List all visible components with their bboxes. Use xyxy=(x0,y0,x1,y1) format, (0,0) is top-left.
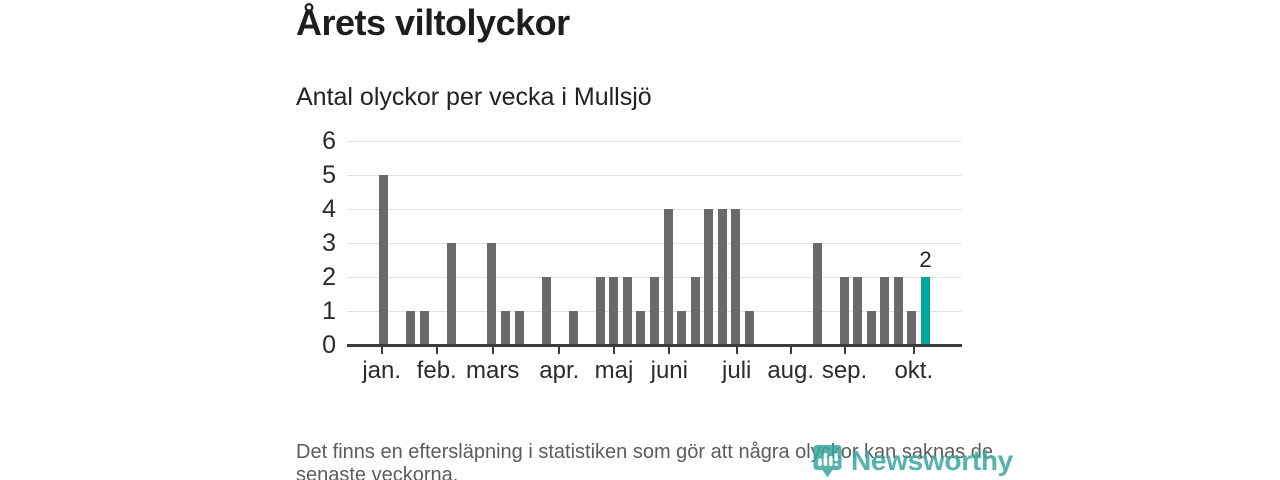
bar-week xyxy=(446,243,456,345)
gridline-y4 xyxy=(347,209,962,210)
bar-week xyxy=(609,277,619,345)
bar-week xyxy=(379,175,388,345)
chart-subtitle: Antal olyckor per vecka i Mullsjö xyxy=(296,83,652,111)
bar-week xyxy=(406,311,416,345)
y-tick-label-0: 0 xyxy=(322,331,336,359)
x-tick-label-feb: feb. xyxy=(416,357,457,384)
bar-week xyxy=(907,311,917,345)
bar-week xyxy=(744,311,754,345)
bar-week xyxy=(541,277,551,345)
bar-week xyxy=(677,311,687,345)
bar-week xyxy=(650,277,659,345)
bar-week xyxy=(839,277,849,345)
bar-week xyxy=(595,277,605,345)
bar-week xyxy=(514,311,524,345)
x-tick-juli xyxy=(735,347,738,354)
y-tick-label-5: 5 xyxy=(322,161,336,189)
y-tick-label-1: 1 xyxy=(322,297,336,325)
bar-week xyxy=(568,311,578,345)
x-tick-label-sep: sep. xyxy=(821,357,868,384)
bar-week xyxy=(704,209,714,345)
page-title: Årets viltolyckor xyxy=(296,2,570,43)
x-tick-aug xyxy=(789,347,792,354)
highlighted-bar-value-label: 2 xyxy=(919,247,932,272)
newsworthy-logo-text: Newsworthy xyxy=(851,445,1013,476)
bar-week xyxy=(866,311,876,345)
x-tick-label-aug: aug. xyxy=(767,357,815,384)
x-tick-label-juli: juli xyxy=(722,357,752,384)
bar-week xyxy=(853,277,863,345)
y-tick-label-2: 2 xyxy=(322,263,336,291)
bar-week xyxy=(500,311,510,345)
x-tick-sep xyxy=(843,347,846,354)
x-tick-jan xyxy=(380,347,383,354)
bar-week xyxy=(880,277,890,345)
y-tick-label-3: 3 xyxy=(322,229,336,257)
gridline-y3 xyxy=(347,243,962,244)
x-tick-mars xyxy=(491,347,494,354)
plot-area xyxy=(347,141,962,354)
gridline-y6 xyxy=(347,141,962,142)
bar-week xyxy=(419,311,429,345)
x-tick-feb xyxy=(435,347,438,354)
bar-week xyxy=(731,209,741,345)
x-tick-maj xyxy=(613,347,615,354)
x-tick-juni xyxy=(668,347,671,354)
bar-week xyxy=(717,209,727,345)
bar-week-highlighted xyxy=(921,277,930,345)
x-tick-apr xyxy=(558,347,561,354)
bar-week xyxy=(812,243,822,345)
x-tick-label-okt: okt. xyxy=(894,357,934,384)
bar-week xyxy=(663,209,673,345)
newsworthy-logo: Newsworthy xyxy=(811,443,1013,479)
bar-week xyxy=(690,277,700,345)
bar-week xyxy=(636,311,646,345)
y-tick-label-6: 6 xyxy=(322,127,336,155)
x-axis-line xyxy=(347,344,962,347)
x-tick-label-maj: maj xyxy=(594,357,634,384)
x-tick-label-apr: apr. xyxy=(539,357,580,384)
bar-week xyxy=(893,277,903,345)
x-tick-label-juni: juni xyxy=(650,357,688,384)
x-tick-okt xyxy=(912,347,915,354)
bar-week xyxy=(487,243,497,345)
bar-week xyxy=(622,277,632,345)
footnote-line-2: senaste veckorna. xyxy=(296,464,459,480)
x-tick-label-jan: jan. xyxy=(362,357,402,384)
gridline-y5 xyxy=(347,175,962,176)
x-tick-label-mars: mars xyxy=(466,357,520,384)
y-tick-label-4: 4 xyxy=(322,195,336,223)
newsworthy-pin-chart-icon xyxy=(813,445,842,478)
